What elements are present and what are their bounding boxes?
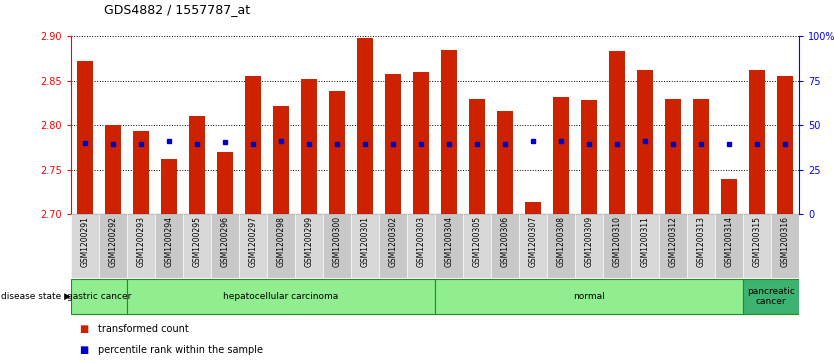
Text: ■: ■ (79, 324, 88, 334)
Text: GSM1200307: GSM1200307 (529, 216, 537, 267)
Bar (71, 279, 127, 314)
Bar (189, 117, 204, 214)
Text: GSM1200308: GSM1200308 (556, 216, 565, 267)
Bar (666, 99, 681, 214)
Bar (637, 70, 653, 214)
Bar (407, 214, 435, 278)
Bar (211, 214, 239, 278)
Bar (239, 214, 267, 278)
Bar (547, 214, 575, 278)
Bar (71, 214, 99, 278)
Text: GSM1200316: GSM1200316 (781, 216, 790, 267)
Bar (217, 152, 233, 214)
Text: GSM1200291: GSM1200291 (80, 216, 89, 267)
Text: GSM1200299: GSM1200299 (304, 216, 314, 267)
Bar (525, 202, 540, 214)
Bar (687, 214, 715, 278)
Bar (610, 50, 625, 214)
Bar (413, 72, 429, 214)
Bar (274, 106, 289, 214)
Bar (693, 99, 709, 214)
Bar (385, 74, 400, 214)
Bar (183, 214, 211, 278)
Text: GSM1200297: GSM1200297 (249, 216, 258, 267)
Text: GSM1200292: GSM1200292 (108, 216, 118, 267)
Bar (771, 214, 799, 278)
Text: percentile rank within the sample: percentile rank within the sample (98, 345, 263, 355)
Text: gastric cancer: gastric cancer (67, 292, 131, 301)
Text: GSM1200312: GSM1200312 (669, 216, 677, 267)
Bar (379, 214, 407, 278)
Text: GSM1200311: GSM1200311 (641, 216, 650, 267)
Text: GSM1200298: GSM1200298 (276, 216, 285, 267)
Bar (323, 214, 351, 278)
Bar (267, 214, 295, 278)
Text: GSM1200314: GSM1200314 (725, 216, 733, 267)
Bar (435, 279, 743, 314)
Bar (463, 214, 491, 278)
Text: GSM1200313: GSM1200313 (696, 216, 706, 267)
Bar (351, 214, 379, 278)
Text: GSM1200302: GSM1200302 (389, 216, 398, 267)
Bar (519, 214, 547, 278)
Bar (581, 100, 596, 214)
Bar (497, 111, 513, 214)
Bar (133, 131, 148, 214)
Text: GSM1200295: GSM1200295 (193, 216, 201, 267)
Bar (301, 79, 317, 214)
Bar (777, 76, 792, 214)
Bar (659, 214, 687, 278)
Text: GSM1200303: GSM1200303 (416, 216, 425, 267)
Bar (127, 279, 435, 314)
Bar (743, 214, 771, 278)
Text: GSM1200300: GSM1200300 (333, 216, 341, 267)
Text: normal: normal (573, 292, 605, 301)
Bar (78, 61, 93, 214)
Bar (721, 179, 736, 214)
Text: GSM1200306: GSM1200306 (500, 216, 510, 267)
Text: GSM1200305: GSM1200305 (472, 216, 481, 267)
Text: GSM1200315: GSM1200315 (752, 216, 761, 267)
Text: pancreatic
cancer: pancreatic cancer (747, 287, 795, 306)
Bar (743, 279, 799, 314)
Bar (161, 159, 177, 214)
Bar (553, 97, 569, 214)
Bar (245, 76, 260, 214)
Text: hepatocellular carcinoma: hepatocellular carcinoma (224, 292, 339, 301)
Bar (603, 214, 631, 278)
Bar (749, 70, 765, 214)
Text: disease state ▶: disease state ▶ (1, 292, 71, 301)
Text: transformed count: transformed count (98, 324, 188, 334)
Bar (435, 214, 463, 278)
Text: GSM1200310: GSM1200310 (612, 216, 621, 267)
Text: GSM1200294: GSM1200294 (164, 216, 173, 267)
Bar (127, 214, 155, 278)
Text: ■: ■ (79, 345, 88, 355)
Bar (99, 214, 127, 278)
Text: GSM1200309: GSM1200309 (585, 216, 594, 267)
Bar (470, 99, 485, 214)
Bar (631, 214, 659, 278)
Bar (575, 214, 603, 278)
Bar (155, 214, 183, 278)
Bar (715, 214, 743, 278)
Text: GSM1200304: GSM1200304 (445, 216, 454, 267)
Text: GSM1200301: GSM1200301 (360, 216, 369, 267)
Bar (295, 214, 323, 278)
Bar (357, 38, 373, 214)
Bar (441, 50, 457, 214)
Text: GSM1200296: GSM1200296 (220, 216, 229, 267)
Bar (491, 214, 519, 278)
Bar (105, 125, 121, 214)
Text: GSM1200293: GSM1200293 (137, 216, 145, 267)
Bar (329, 91, 344, 214)
Text: GDS4882 / 1557787_at: GDS4882 / 1557787_at (104, 3, 250, 16)
